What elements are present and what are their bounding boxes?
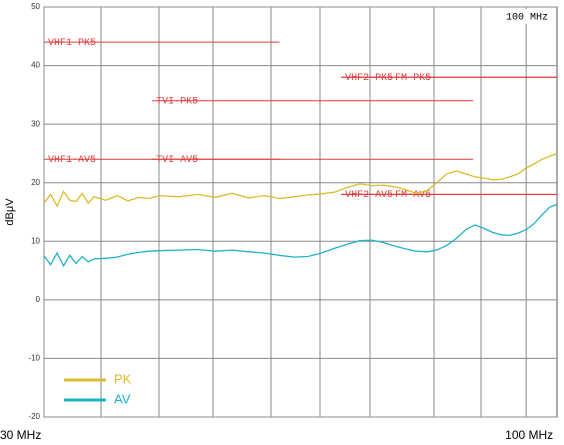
limit-label: VHF1-PK5 [48,38,96,49]
x-tick-label: 30 MHz [0,428,41,442]
legend-label: PK [114,371,132,386]
y-tick-label: 50 [31,2,40,11]
limit-label: VHF2-PK5 [345,73,393,84]
limit-label: TVI-PK5 [156,96,198,107]
annotation: 100 MHz [506,13,548,24]
y-tick-label: -10 [28,354,40,363]
y-tick-label: 10 [31,236,40,245]
y-tick-label: 40 [31,61,40,70]
y-tick-label: 0 [36,295,41,304]
series-line [43,152,558,208]
x-tick-label: 100 MHz [505,428,553,442]
y-tick-label: 20 [31,178,40,187]
y-axis-label: dBμV [4,198,16,226]
y-tick-label: 30 [31,119,40,128]
limit-label: VHF2-AV5 [345,190,393,201]
limit-label: FM-AV5 [395,190,431,201]
series-line [43,203,558,268]
legend-label: AV [114,391,131,406]
plot-area [43,6,558,418]
limit-label: FM-PK5 [395,73,431,84]
limit-label: VHF1-AV5 [48,155,96,166]
limit-label: TVI-AV5 [156,155,198,166]
y-tick-label: -20 [28,412,40,421]
annotation-box [499,9,555,24]
